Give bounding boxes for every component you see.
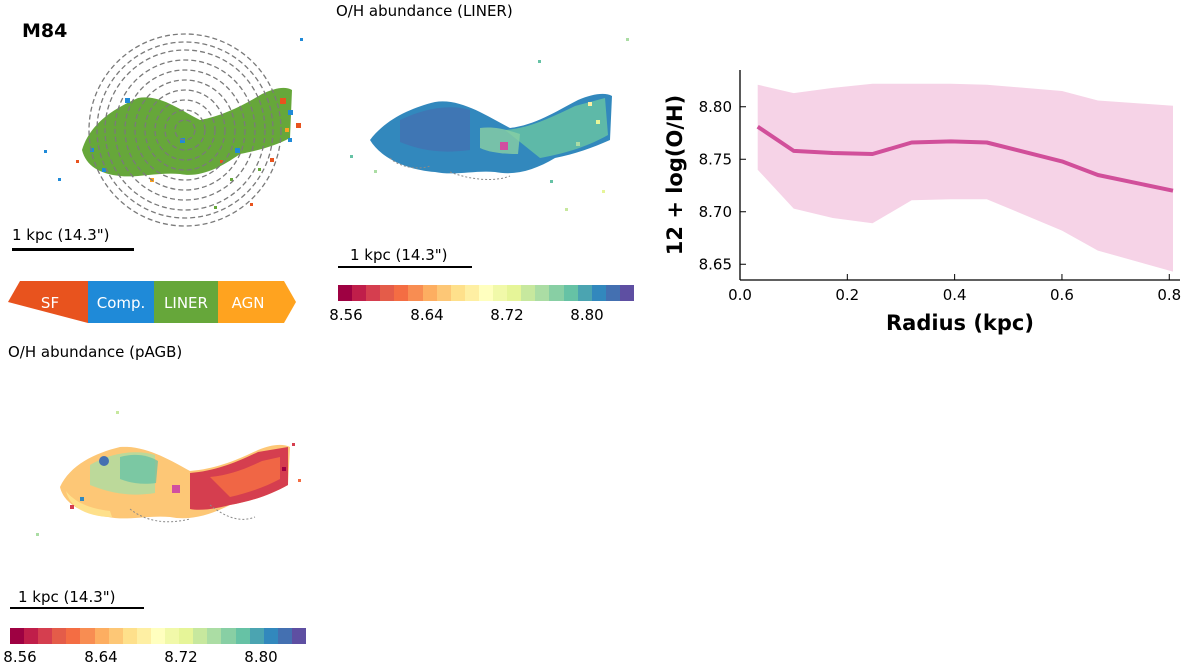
colorbar-cell — [221, 628, 236, 644]
x-axis-label: Radius (kpc) — [886, 311, 1034, 335]
colorbar-cell — [591, 285, 606, 301]
colorbar-cell — [408, 285, 423, 301]
colorbar-cell — [507, 285, 522, 301]
colorbar-cell — [577, 285, 592, 301]
colorbar-cell — [10, 628, 25, 644]
colorbar-pagb-tick-0: 8.56 — [3, 648, 37, 666]
y-tick-label: 8.75 — [699, 150, 732, 168]
colorbar-pagb — [10, 628, 306, 644]
colorbar-liner-tick-1: 8.64 — [410, 306, 444, 324]
colorbar-cell — [165, 628, 180, 644]
legend-label-sf: SF — [41, 294, 59, 312]
x-tick-group: 0.0 0.2 0.4 0.6 0.8 — [728, 274, 1181, 304]
colorbar-pagb-tick-1: 8.64 — [84, 648, 118, 666]
colorbar-cell — [478, 285, 494, 301]
scalebar-label-bpt: 1 kpc (14.3") — [12, 226, 110, 244]
colorbar-cell — [193, 628, 208, 644]
x-tick-label: 0.8 — [1157, 286, 1181, 304]
annuli-rings — [88, 33, 282, 227]
scalebar-line-liner — [338, 266, 472, 268]
y-tick-label: 8.65 — [699, 255, 732, 273]
colorbar-liner-tick-2: 8.72 — [490, 306, 524, 324]
galaxy-name: M84 — [22, 20, 68, 42]
colorbar-cell — [80, 628, 95, 644]
scalebar-line-bpt — [12, 248, 134, 251]
y-tick-label: 8.80 — [699, 98, 732, 116]
colorbar-cell — [94, 628, 109, 644]
scalebar-label-pagb: 1 kpc (14.3") — [18, 588, 116, 606]
scalebar-label-liner: 1 kpc (14.3") — [350, 246, 448, 264]
profile-line-layer — [756, 125, 1174, 193]
colorbar-cell — [179, 628, 194, 644]
colorbar-cell — [277, 628, 292, 644]
pagb-abundance-map — [36, 411, 301, 536]
colorbar-cell — [535, 285, 550, 301]
colorbar-cell — [136, 628, 151, 644]
y-tick-group: 8.65 8.70 8.75 8.80 — [699, 98, 746, 273]
x-tick-label: 0.4 — [943, 286, 967, 304]
colorbar-cell — [24, 628, 39, 644]
colorbar-liner-tick-3: 8.80 — [570, 306, 604, 324]
colorbar-cell — [493, 285, 508, 301]
legend-swatch-comp — [88, 281, 154, 323]
profile-median-line — [756, 125, 1174, 193]
legend-label-agn: AGN — [232, 294, 265, 312]
colorbar-liner — [338, 285, 634, 301]
radial-profile-chart: 0.0 0.2 0.4 0.6 0.8 8.65 8.70 8.75 8.80 Radius … — [663, 70, 1181, 335]
colorbar-pagb-tick-2: 8.72 — [164, 648, 198, 666]
profile-uncertainty-layer — [757, 83, 1173, 272]
colorbar-cell — [291, 628, 306, 644]
colorbar-cell — [549, 285, 564, 301]
liner-abundance-map — [350, 38, 629, 211]
legend-swatch-agn — [218, 281, 296, 323]
colorbar-cell — [563, 285, 578, 301]
colorbar-cell — [52, 628, 67, 644]
scalebar-line-pagb — [10, 607, 144, 609]
colorbar-cell — [521, 285, 536, 301]
colorbar-cell — [249, 628, 264, 644]
colorbar-cell — [450, 285, 465, 301]
colorbar-cell — [207, 628, 222, 644]
legend-label-comp: Comp. — [97, 294, 146, 312]
x-tick-label: 0.2 — [835, 286, 859, 304]
colorbar-cell — [235, 628, 250, 644]
colorbar-pagb-tick-3: 8.80 — [244, 648, 278, 666]
colorbar-cell — [122, 628, 137, 644]
legend-label-liner: LINER — [164, 294, 208, 312]
bpt-legend: SF Comp. LINER AGN — [8, 281, 296, 323]
legend-swatch-liner — [154, 281, 218, 323]
colorbar-cell — [263, 628, 278, 644]
y-tick-label: 8.70 — [699, 203, 732, 221]
colorbar-cell — [422, 285, 437, 301]
colorbar-cell — [38, 628, 53, 644]
x-tick-label: 0.6 — [1050, 286, 1074, 304]
profile-uncertainty-band — [757, 83, 1173, 272]
colorbar-cell — [366, 285, 381, 301]
colorbar-cell — [352, 285, 367, 301]
colorbar-cell — [338, 285, 353, 301]
colorbar-cell — [394, 285, 409, 301]
panel-title-pagb: O/H abundance (pAGB) — [8, 343, 183, 361]
colorbar-cell — [66, 628, 81, 644]
legend-swatch-sf — [8, 281, 88, 323]
colorbar-cell — [464, 285, 479, 301]
colorbar-liner-tick-0: 8.56 — [329, 306, 363, 324]
colorbar-cell — [619, 285, 634, 301]
colorbar-cell — [150, 628, 166, 644]
bpt-map — [44, 33, 303, 227]
colorbar-cell — [108, 628, 123, 644]
panel-title-liner: O/H abundance (LINER) — [336, 2, 513, 20]
y-axis-label: 12 + log(O/H) — [663, 95, 687, 255]
colorbar-cell — [436, 285, 451, 301]
x-tick-label: 0.0 — [728, 286, 752, 304]
colorbar-cell — [380, 285, 395, 301]
colorbar-cell — [605, 285, 620, 301]
